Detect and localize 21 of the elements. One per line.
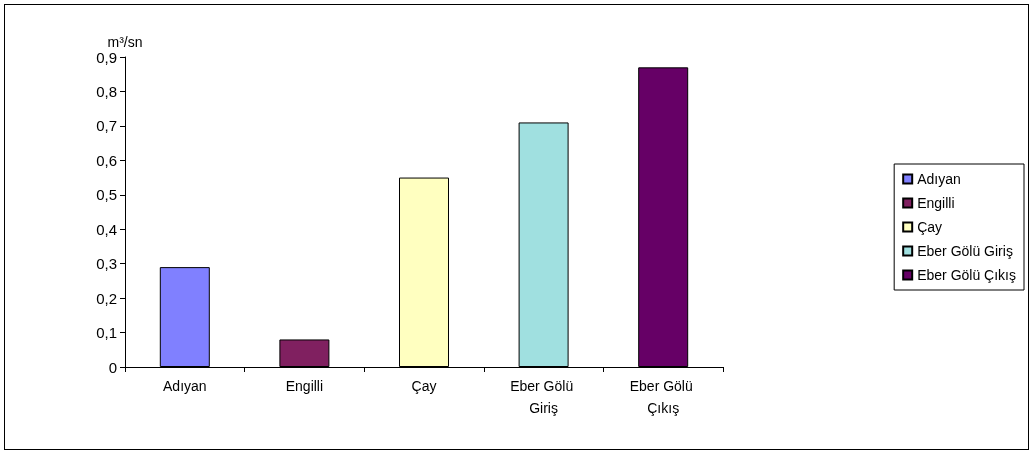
y-axis-title: m³/sn <box>107 34 143 50</box>
y-tick-label: 0,8 <box>96 82 117 100</box>
y-tick-label: 0 <box>108 358 117 376</box>
y-tick-label: 0,6 <box>96 151 117 169</box>
y-tick-label: 0,2 <box>96 289 117 307</box>
y-tick-label: 0,1 <box>96 324 117 342</box>
legend-label: Çay <box>917 219 943 235</box>
y-tick-label: 0,7 <box>96 117 117 135</box>
x-tick-label: Eber Gölü Çıkış <box>629 378 697 416</box>
x-tick-label: Çay <box>411 378 437 394</box>
legend-label: Engilli <box>917 195 955 211</box>
y-tick-label: 0,5 <box>96 186 117 204</box>
y-tick-label: 0,9 <box>96 48 117 66</box>
legend-label: Eber Gölü Çıkış <box>917 267 1017 283</box>
y-tick-label: 0,4 <box>96 220 117 238</box>
legend-label: Eber Gölü Giriş <box>917 243 1013 259</box>
legend-label: Adıyan <box>917 171 961 187</box>
x-tick-label: Eber Gölü Giriş <box>510 378 578 416</box>
x-tick-label: Adıyan <box>163 378 207 394</box>
y-tick-label: 0,3 <box>96 255 117 273</box>
x-tick-label: Engilli <box>285 378 324 394</box>
